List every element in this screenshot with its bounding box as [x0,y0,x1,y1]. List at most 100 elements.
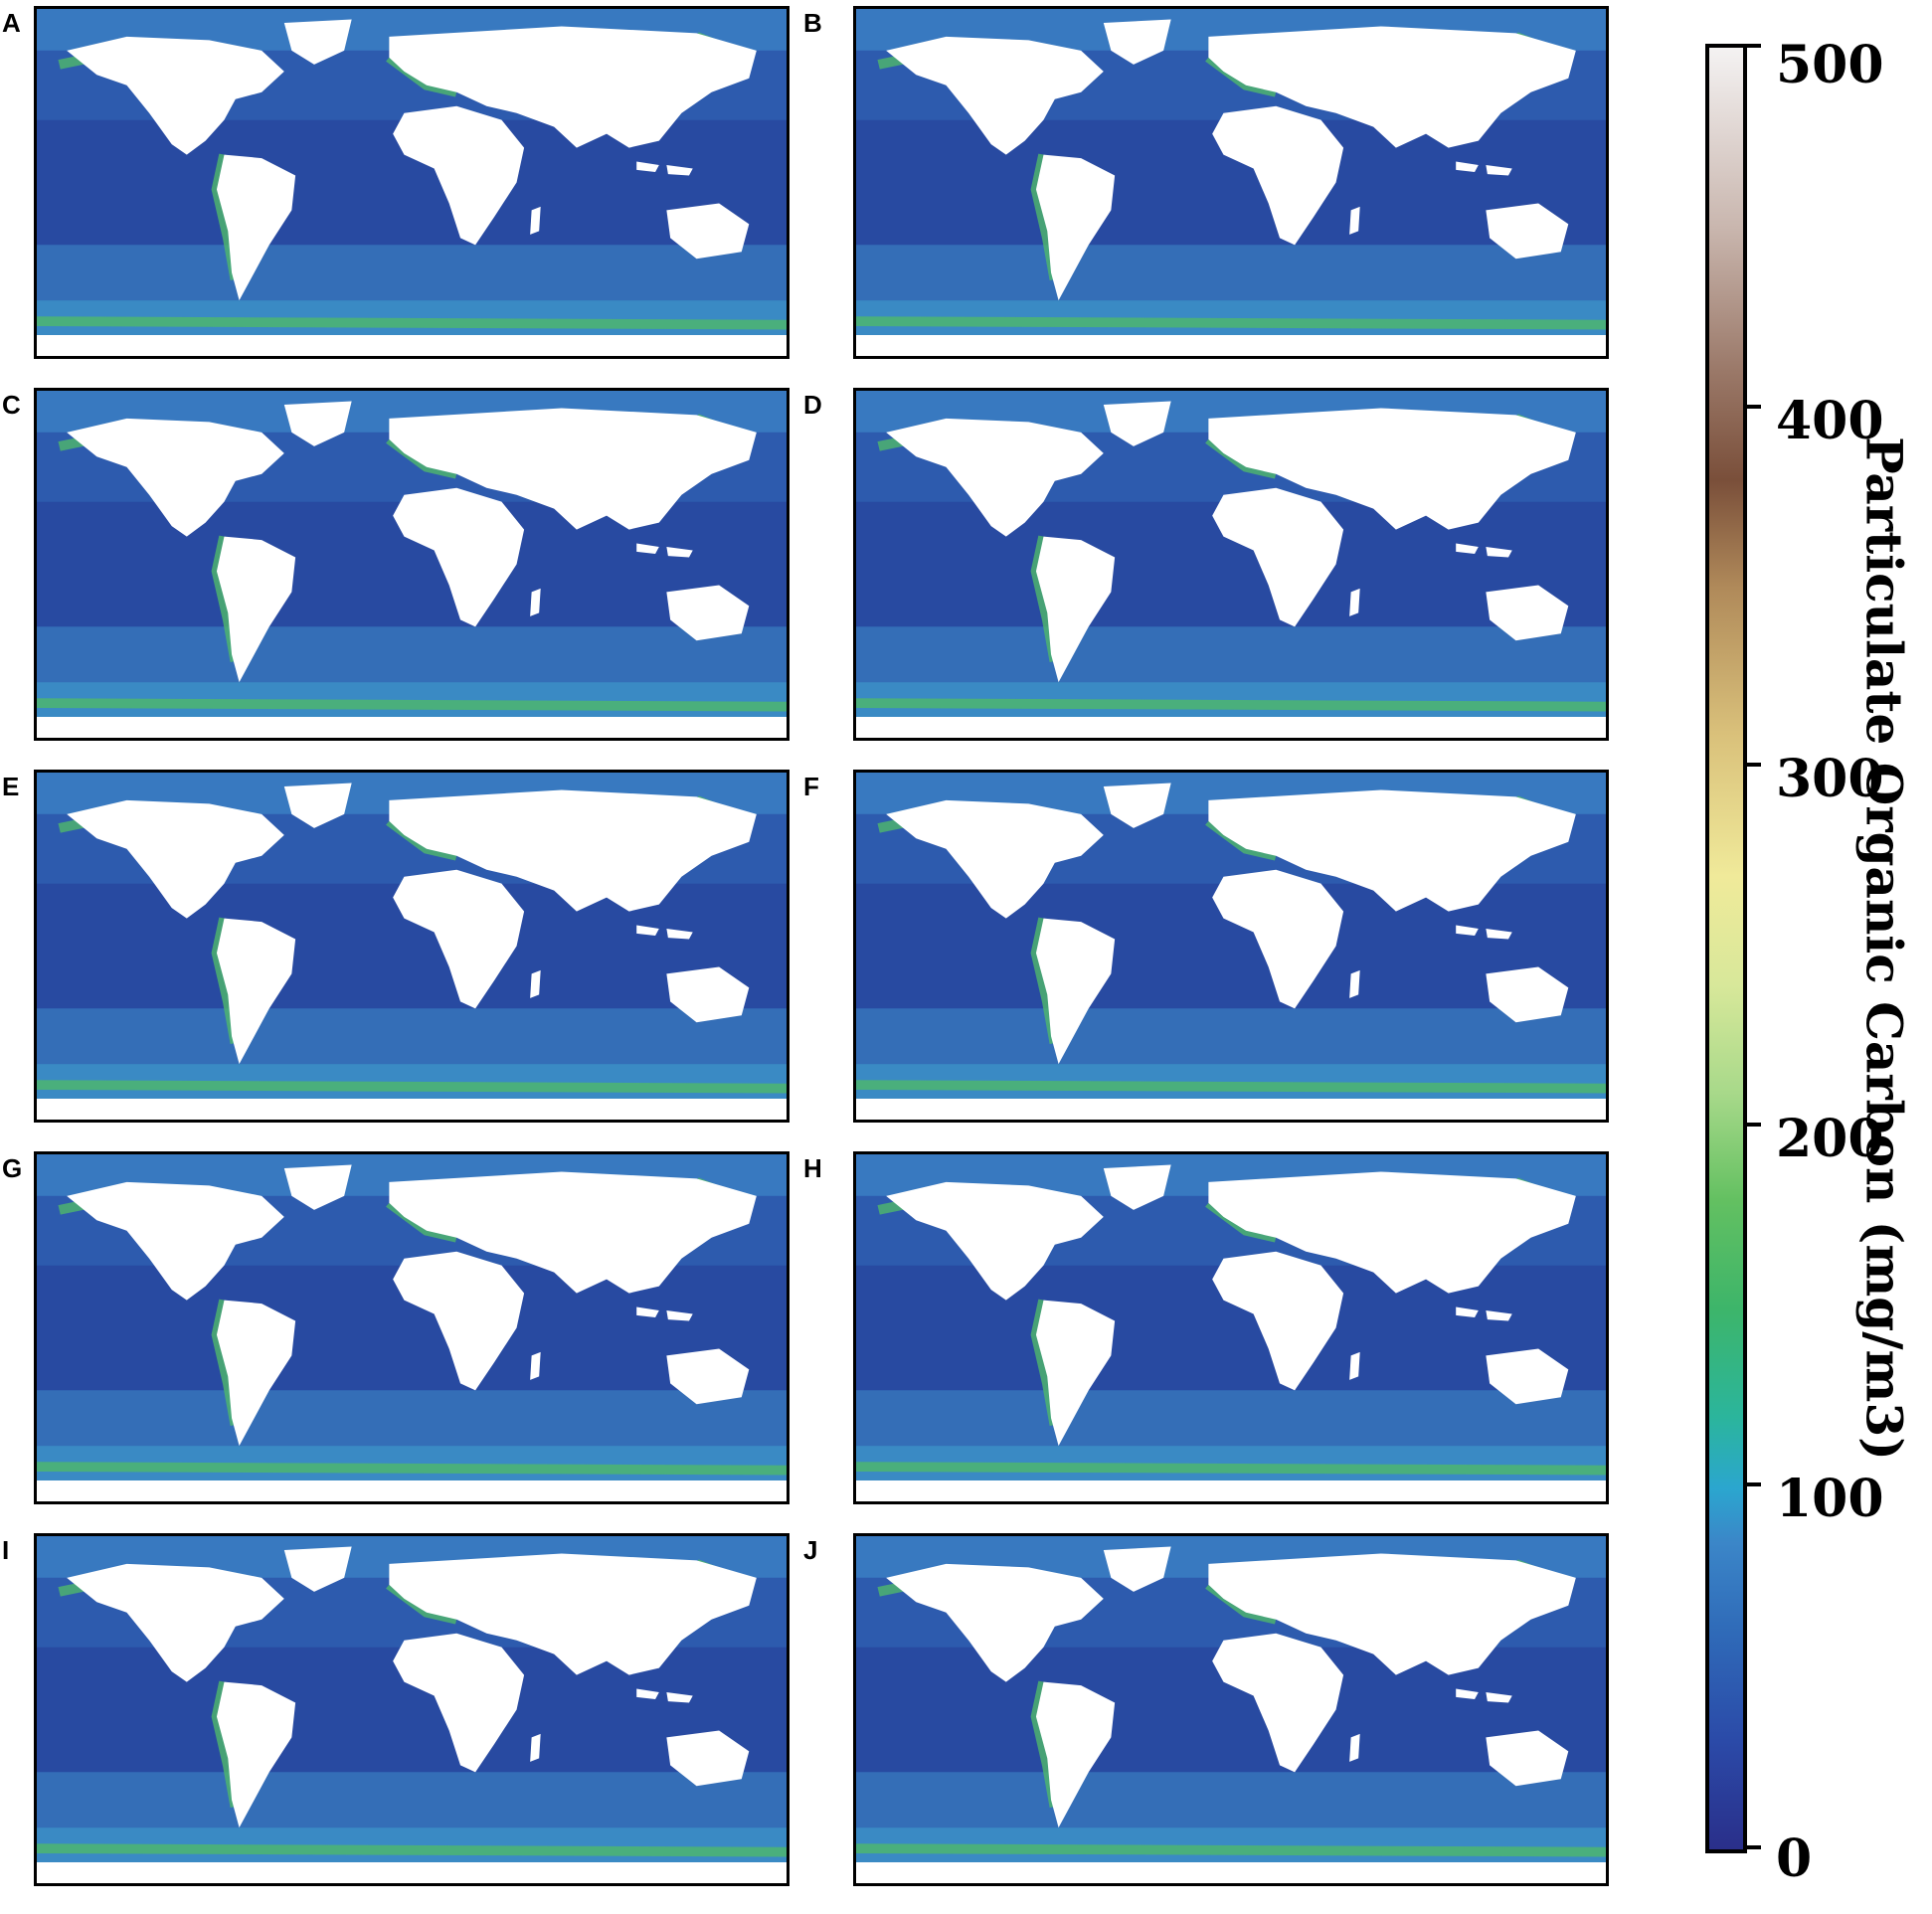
world-map [34,1533,790,1886]
landmass [636,1688,693,1703]
coastal-high-poc [856,698,1606,712]
landmass [393,1251,525,1391]
landmass [530,588,541,616]
world-map [853,1151,1609,1504]
landmass [1035,154,1116,301]
panel-label: J [803,1535,818,1565]
landmass [856,717,1606,738]
colorbar-tickmark [1747,1123,1761,1127]
landmass [1103,1164,1171,1210]
landmass [393,869,525,1009]
landmass [283,401,352,446]
landmass [1035,918,1116,1065]
landmass [1103,19,1171,65]
landmass [666,1730,750,1787]
world-map [853,770,1609,1123]
landmass [636,925,693,940]
landmass [283,19,352,65]
landmass [1208,1171,1576,1294]
ocean-band [37,1008,787,1065]
landmass [1349,206,1360,235]
landmass [1212,1251,1344,1391]
panel-label: H [803,1153,822,1183]
ocean-band [37,1772,787,1828]
landmass [67,36,284,155]
landmass [216,536,296,683]
coastal-high-poc [856,1462,1606,1476]
ocean-band [856,245,1606,301]
landmass [886,418,1104,537]
ocean-band [37,1390,787,1447]
landmass [856,1099,1606,1120]
landmass [37,717,787,738]
landmass [1486,203,1569,260]
landmass [1486,1730,1569,1787]
landmass [636,161,693,176]
landmass [389,1553,757,1675]
landmass [37,335,787,356]
landmass [389,789,757,912]
landmass [67,418,284,537]
coastal-high-poc [37,316,787,330]
panel-label: C [2,390,21,420]
landmass [636,1306,693,1321]
landmass [1212,869,1344,1009]
landmass [530,969,541,998]
landmass [1035,1681,1116,1828]
landmass [37,1862,787,1883]
world-map [34,388,790,741]
landmass [856,1862,1606,1883]
landmass [37,1099,787,1120]
landmass [1103,1546,1171,1592]
landmass [1456,925,1512,940]
landmass [389,26,757,148]
landmass [1035,1300,1116,1447]
landmass [216,918,296,1065]
colorbar-tick-200: 200 [1776,1109,1884,1169]
ocean-band [856,1008,1606,1065]
landmass [1486,1348,1569,1405]
panel-label: F [803,772,819,801]
landmass [1349,1351,1360,1380]
landmass [283,1546,352,1592]
world-map [853,6,1609,359]
landmass [67,799,284,919]
landmass [530,1733,541,1762]
landmass [393,1633,525,1773]
coastal-high-poc [856,1843,1606,1857]
colorbar [1705,44,1747,1853]
ocean-band [856,626,1606,683]
landmass [67,1563,284,1682]
landmass [216,154,296,301]
landmass [886,36,1104,155]
landmass [666,203,750,260]
landmass [67,1181,284,1301]
coastal-high-poc [37,698,787,712]
world-map [853,388,1609,741]
landmass [856,1480,1606,1501]
colorbar-tick-500: 500 [1776,35,1884,95]
landmass [886,1181,1104,1301]
landmass [389,408,757,530]
landmass [1208,789,1576,912]
landmass [37,1480,787,1501]
ocean-band [37,626,787,683]
colorbar-tickmark [1747,44,1761,48]
landmass [1349,588,1360,616]
landmass [1212,105,1344,246]
world-map [34,1151,790,1504]
landmass [1349,969,1360,998]
ocean-band [37,245,787,301]
colorbar-tickmark [1747,1482,1761,1486]
landmass [1456,1306,1512,1321]
landmass [886,799,1104,919]
landmass [393,487,525,627]
landmass [530,1351,541,1380]
world-map [34,770,790,1123]
coastal-high-poc [37,1843,787,1857]
landmass [1212,1633,1344,1773]
panel-label: D [803,390,822,420]
ocean-band [856,1772,1606,1828]
landmass [1456,1688,1512,1703]
panel-label: B [803,8,822,38]
